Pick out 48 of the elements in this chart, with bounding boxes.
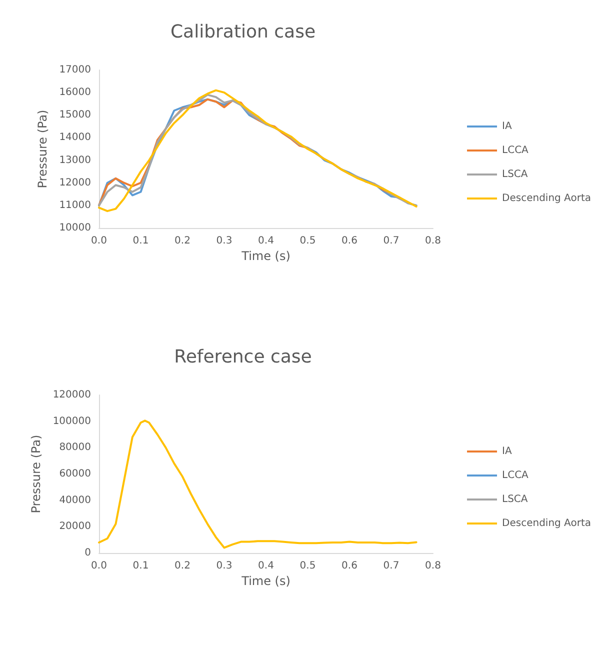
y-tick-label: 12000: [59, 177, 91, 188]
y-tick-label: 10000: [59, 222, 91, 234]
x-tick-label: 0.0: [91, 560, 107, 572]
y-axis-title: Pressure (Pa): [28, 434, 43, 514]
y-tick-label: 16000: [59, 87, 91, 98]
y-tick-label: 60000: [59, 468, 91, 480]
x-tick-label: 0.0: [91, 236, 107, 246]
x-tick-label: 0.3: [216, 560, 232, 572]
y-tick-label: 13000: [59, 154, 91, 166]
x-tick-label: 0.2: [174, 560, 190, 572]
y-tick-label: 0: [84, 548, 91, 558]
legend-label: LSCA: [502, 494, 528, 505]
x-tick-label: 0.8: [425, 236, 441, 246]
x-tick-label: 0.4: [258, 236, 274, 246]
x-tick-label: 0.5: [300, 236, 316, 246]
legend-label: LSCA: [502, 169, 528, 180]
y-tick-label: 120000: [52, 390, 91, 400]
x-tick-label: 0.4: [258, 560, 274, 572]
x-tick-label: 0.1: [132, 236, 149, 246]
y-tick-label: 15000: [59, 110, 91, 121]
legend-label: IA: [502, 121, 512, 132]
y-tick-label: 14000: [59, 132, 91, 144]
x-axis-title: Time (s): [240, 574, 290, 588]
x-tick-label: 0.6: [342, 560, 358, 572]
legend-label: LCCA: [502, 470, 529, 481]
y-tick-label: 20000: [59, 521, 91, 532]
legend-label: LCCA: [502, 145, 529, 156]
x-tick-label: 0.7: [383, 236, 400, 246]
x-tick-label: 0.3: [216, 236, 232, 246]
x-tick-label: 0.1: [132, 560, 149, 572]
x-axis-title: Time (s): [240, 249, 290, 263]
x-tick-label: 0.8: [425, 560, 441, 572]
x-tick-label: 0.6: [342, 236, 358, 246]
y-tick-label: 100000: [52, 416, 91, 427]
chart-title: Calibration case: [170, 22, 316, 42]
y-tick-label: 40000: [59, 494, 91, 506]
y-tick-label: 80000: [59, 442, 91, 454]
x-tick-label: 0.2: [174, 236, 190, 246]
legend-label: Descending Aorta: [502, 518, 591, 529]
y-axis-title: Pressure (Pa): [35, 110, 50, 188]
chart-title: Reference case: [174, 346, 312, 368]
y-tick-label: 11000: [59, 200, 91, 211]
y-tick-label: 17000: [59, 64, 91, 76]
x-tick-label: 0.5: [300, 560, 316, 572]
legend-label: Descending Aorta: [502, 193, 591, 204]
legend-label: IA: [502, 446, 512, 457]
line-series: [98, 420, 418, 549]
x-tick-label: 0.7: [383, 560, 400, 572]
